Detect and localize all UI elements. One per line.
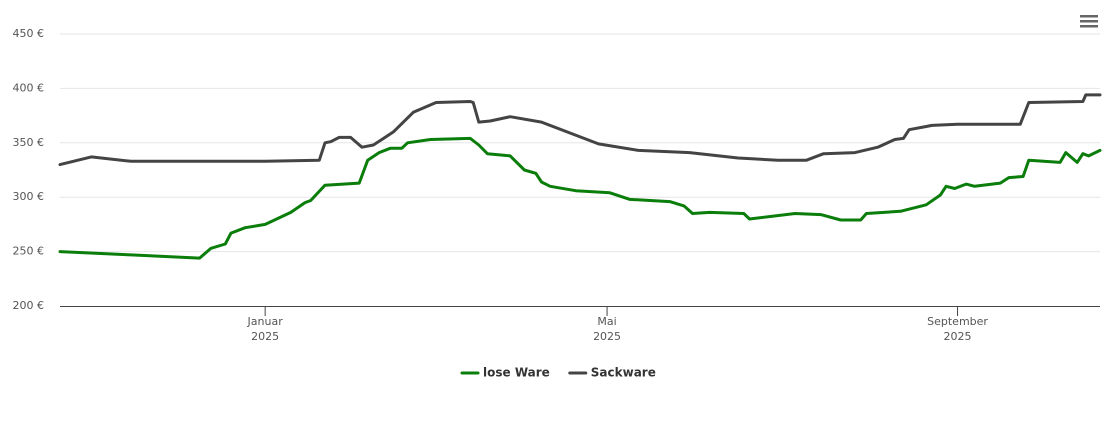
y-tick-label: 450 €	[13, 27, 45, 40]
legend-label: Sackware	[591, 366, 656, 380]
menu-bar	[1080, 15, 1098, 18]
x-tick-label: Januar	[247, 315, 284, 328]
y-tick-label: 350 €	[13, 136, 45, 149]
y-tick-label: 400 €	[13, 81, 45, 94]
legend: lose Ware Sackware	[460, 366, 656, 380]
x-tick-label: 2025	[593, 330, 621, 343]
legend-label: lose Ware	[483, 366, 550, 380]
x-tick-label: 2025	[944, 330, 972, 343]
x-tick-label: 2025	[251, 330, 279, 343]
legend-item[interactable]: lose Ware	[460, 366, 550, 380]
menu-bar	[1080, 25, 1098, 28]
x-tick-label: Mai	[597, 315, 616, 328]
y-tick-label: 300 €	[13, 190, 45, 203]
y-tick-label: 200 €	[13, 299, 45, 312]
menu-icon[interactable]	[1080, 15, 1098, 28]
y-tick-label: 250 €	[13, 245, 45, 258]
series-line	[58, 93, 1102, 167]
legend-item[interactable]: Sackware	[568, 366, 656, 380]
x-tick-label: September	[927, 315, 988, 328]
menu-bar	[1080, 20, 1098, 23]
series-line	[58, 136, 1102, 260]
